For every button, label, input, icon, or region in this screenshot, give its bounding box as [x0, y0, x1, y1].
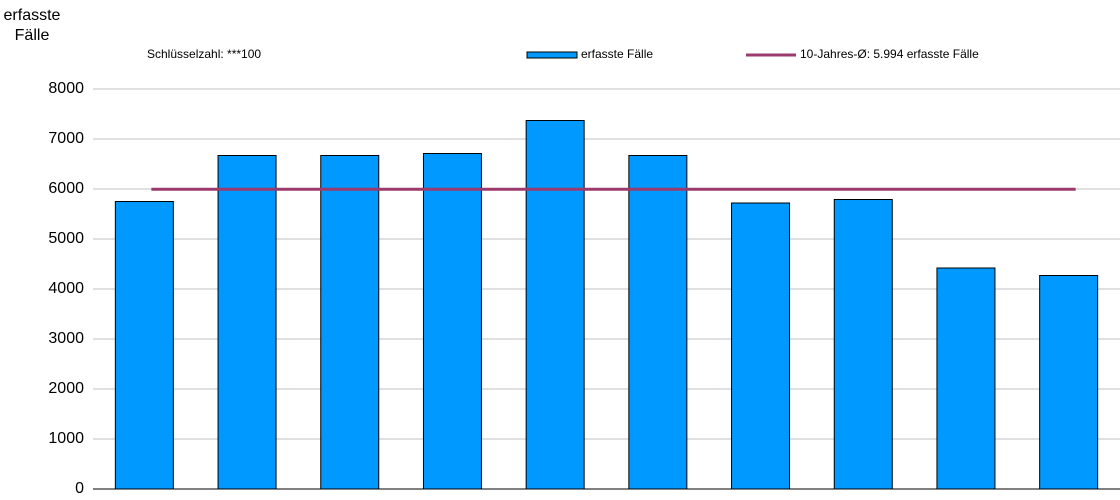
- y-tick-label: 3000: [48, 330, 84, 347]
- bar: [525, 120, 585, 490]
- y-tick-label: 4000: [48, 280, 84, 297]
- bar: [114, 201, 174, 490]
- legend-label: erfasste Fälle: [581, 47, 653, 61]
- bar: [936, 267, 996, 490]
- y-tick-label: 5000: [48, 230, 84, 247]
- bar: [320, 155, 380, 490]
- y-tick-label: 2000: [48, 380, 84, 397]
- y-tick-label: 0: [75, 480, 84, 497]
- bar: [1039, 275, 1099, 490]
- y-tick-label: 7000: [48, 130, 84, 147]
- y-tick-label: 6000: [48, 180, 84, 197]
- bar: [422, 153, 482, 490]
- annotation: Schlüsselzahl: ***100: [147, 47, 261, 61]
- legend-swatch: [526, 51, 578, 59]
- bar: [217, 155, 277, 490]
- bar: [731, 202, 791, 490]
- y-axis-label: erfasste Fälle: [3, 7, 61, 44]
- bar: [833, 199, 893, 490]
- y-tick-label: 8000: [48, 80, 84, 97]
- legend-label: 10-Jahres-Ø: 5.994 erfasste Fälle: [800, 47, 979, 61]
- bar: [628, 155, 688, 490]
- y-tick-label: 1000: [48, 430, 84, 447]
